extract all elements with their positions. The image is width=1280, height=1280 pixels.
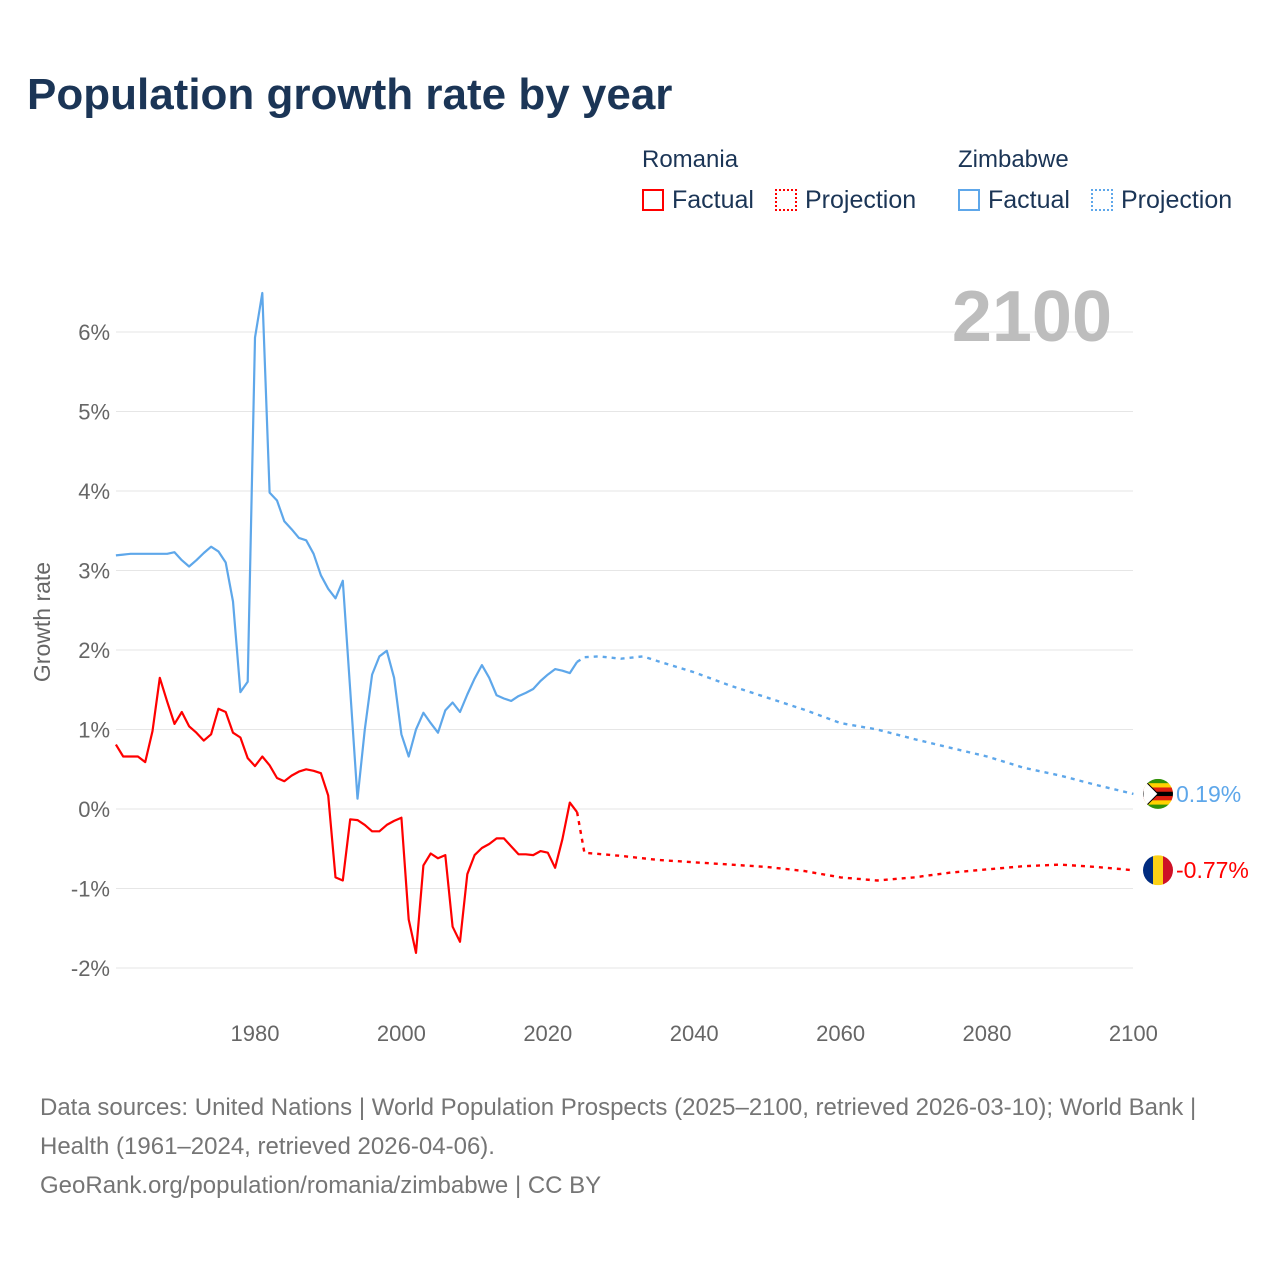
legend-label: Factual <box>988 186 1070 214</box>
y-axis-label: Growth rate <box>29 562 55 682</box>
flag-body <box>1143 778 1173 809</box>
legend-label: Factual <box>672 186 754 214</box>
zimbabwe-flag-icon <box>1143 778 1173 809</box>
flag-triangle <box>1143 778 1159 809</box>
y-tick-label: 5% <box>78 400 110 425</box>
legend-label: Projection <box>805 186 917 214</box>
attribution-link[interactable]: GeoRank.org/population/romania/zimbabwe … <box>40 1172 602 1199</box>
flag-stripe <box>1153 855 1163 886</box>
flag-stripe <box>1143 855 1153 886</box>
x-tick-label: 2080 <box>963 1021 1012 1046</box>
chart-title: Population growth rate by year <box>27 70 673 119</box>
romania-factual-line <box>114 676 578 955</box>
flag-stripe <box>1143 796 1173 801</box>
flag-stripe <box>1143 783 1173 788</box>
legend-zimbabwe-projection[interactable]: Projection <box>1091 186 1232 215</box>
y-tick-label: 2% <box>78 638 110 663</box>
flag-stripe <box>1143 804 1173 809</box>
legend-label: Projection <box>1121 186 1233 214</box>
flag-stripe <box>1163 855 1173 886</box>
zimbabwe-end-value-label: 0.19% <box>1176 781 1241 807</box>
x-tick-label: 1980 <box>231 1021 280 1046</box>
y-tick-label: 6% <box>78 320 110 345</box>
legend-swatch-dotted <box>775 189 797 211</box>
x-tick-label: 2040 <box>670 1021 719 1046</box>
zimbabwe-projection-line <box>576 655 1134 796</box>
romania-flag-icon <box>1143 855 1173 886</box>
y-tick-label: -2% <box>71 956 110 981</box>
romania-projection-line <box>575 811 1134 882</box>
legend-swatch-dotted <box>1091 189 1113 211</box>
zimbabwe-factual-line <box>115 291 579 800</box>
y-tick-label: 1% <box>78 718 110 743</box>
legend-group-romania: Romania <box>642 146 739 173</box>
y-tick-label: 4% <box>78 479 110 504</box>
y-tick-label: -1% <box>71 877 110 902</box>
legend-swatch-solid <box>642 189 664 211</box>
footer-sources: Data sources: United Nations | World Pop… <box>40 1088 1240 1205</box>
legend-swatch-solid <box>958 189 980 211</box>
legend-zimbabwe-factual[interactable]: Factual <box>958 186 1070 215</box>
data-sources-text: Data sources: United Nations | World Pop… <box>40 1094 1197 1160</box>
x-tick-label: 2000 <box>377 1021 426 1046</box>
legend-group-zimbabwe: Zimbabwe <box>958 146 1069 173</box>
y-tick-label: 3% <box>78 559 110 584</box>
flag-stripe <box>1143 800 1173 806</box>
romania-end-value-label: -0.77% <box>1176 857 1249 883</box>
x-tick-label: 2020 <box>523 1021 572 1046</box>
current-year-display: 2100 <box>951 277 1112 357</box>
x-tick-label: 2100 <box>1109 1021 1158 1046</box>
y-tick-label: 0% <box>78 797 110 822</box>
legend-romania-projection[interactable]: Projection <box>775 186 916 215</box>
flag-stripe <box>1143 787 1173 793</box>
legend-romania-factual[interactable]: Factual <box>642 186 754 215</box>
flag-stripe <box>1143 778 1173 784</box>
x-tick-label: 2060 <box>816 1021 865 1046</box>
flag-body <box>1143 855 1173 886</box>
